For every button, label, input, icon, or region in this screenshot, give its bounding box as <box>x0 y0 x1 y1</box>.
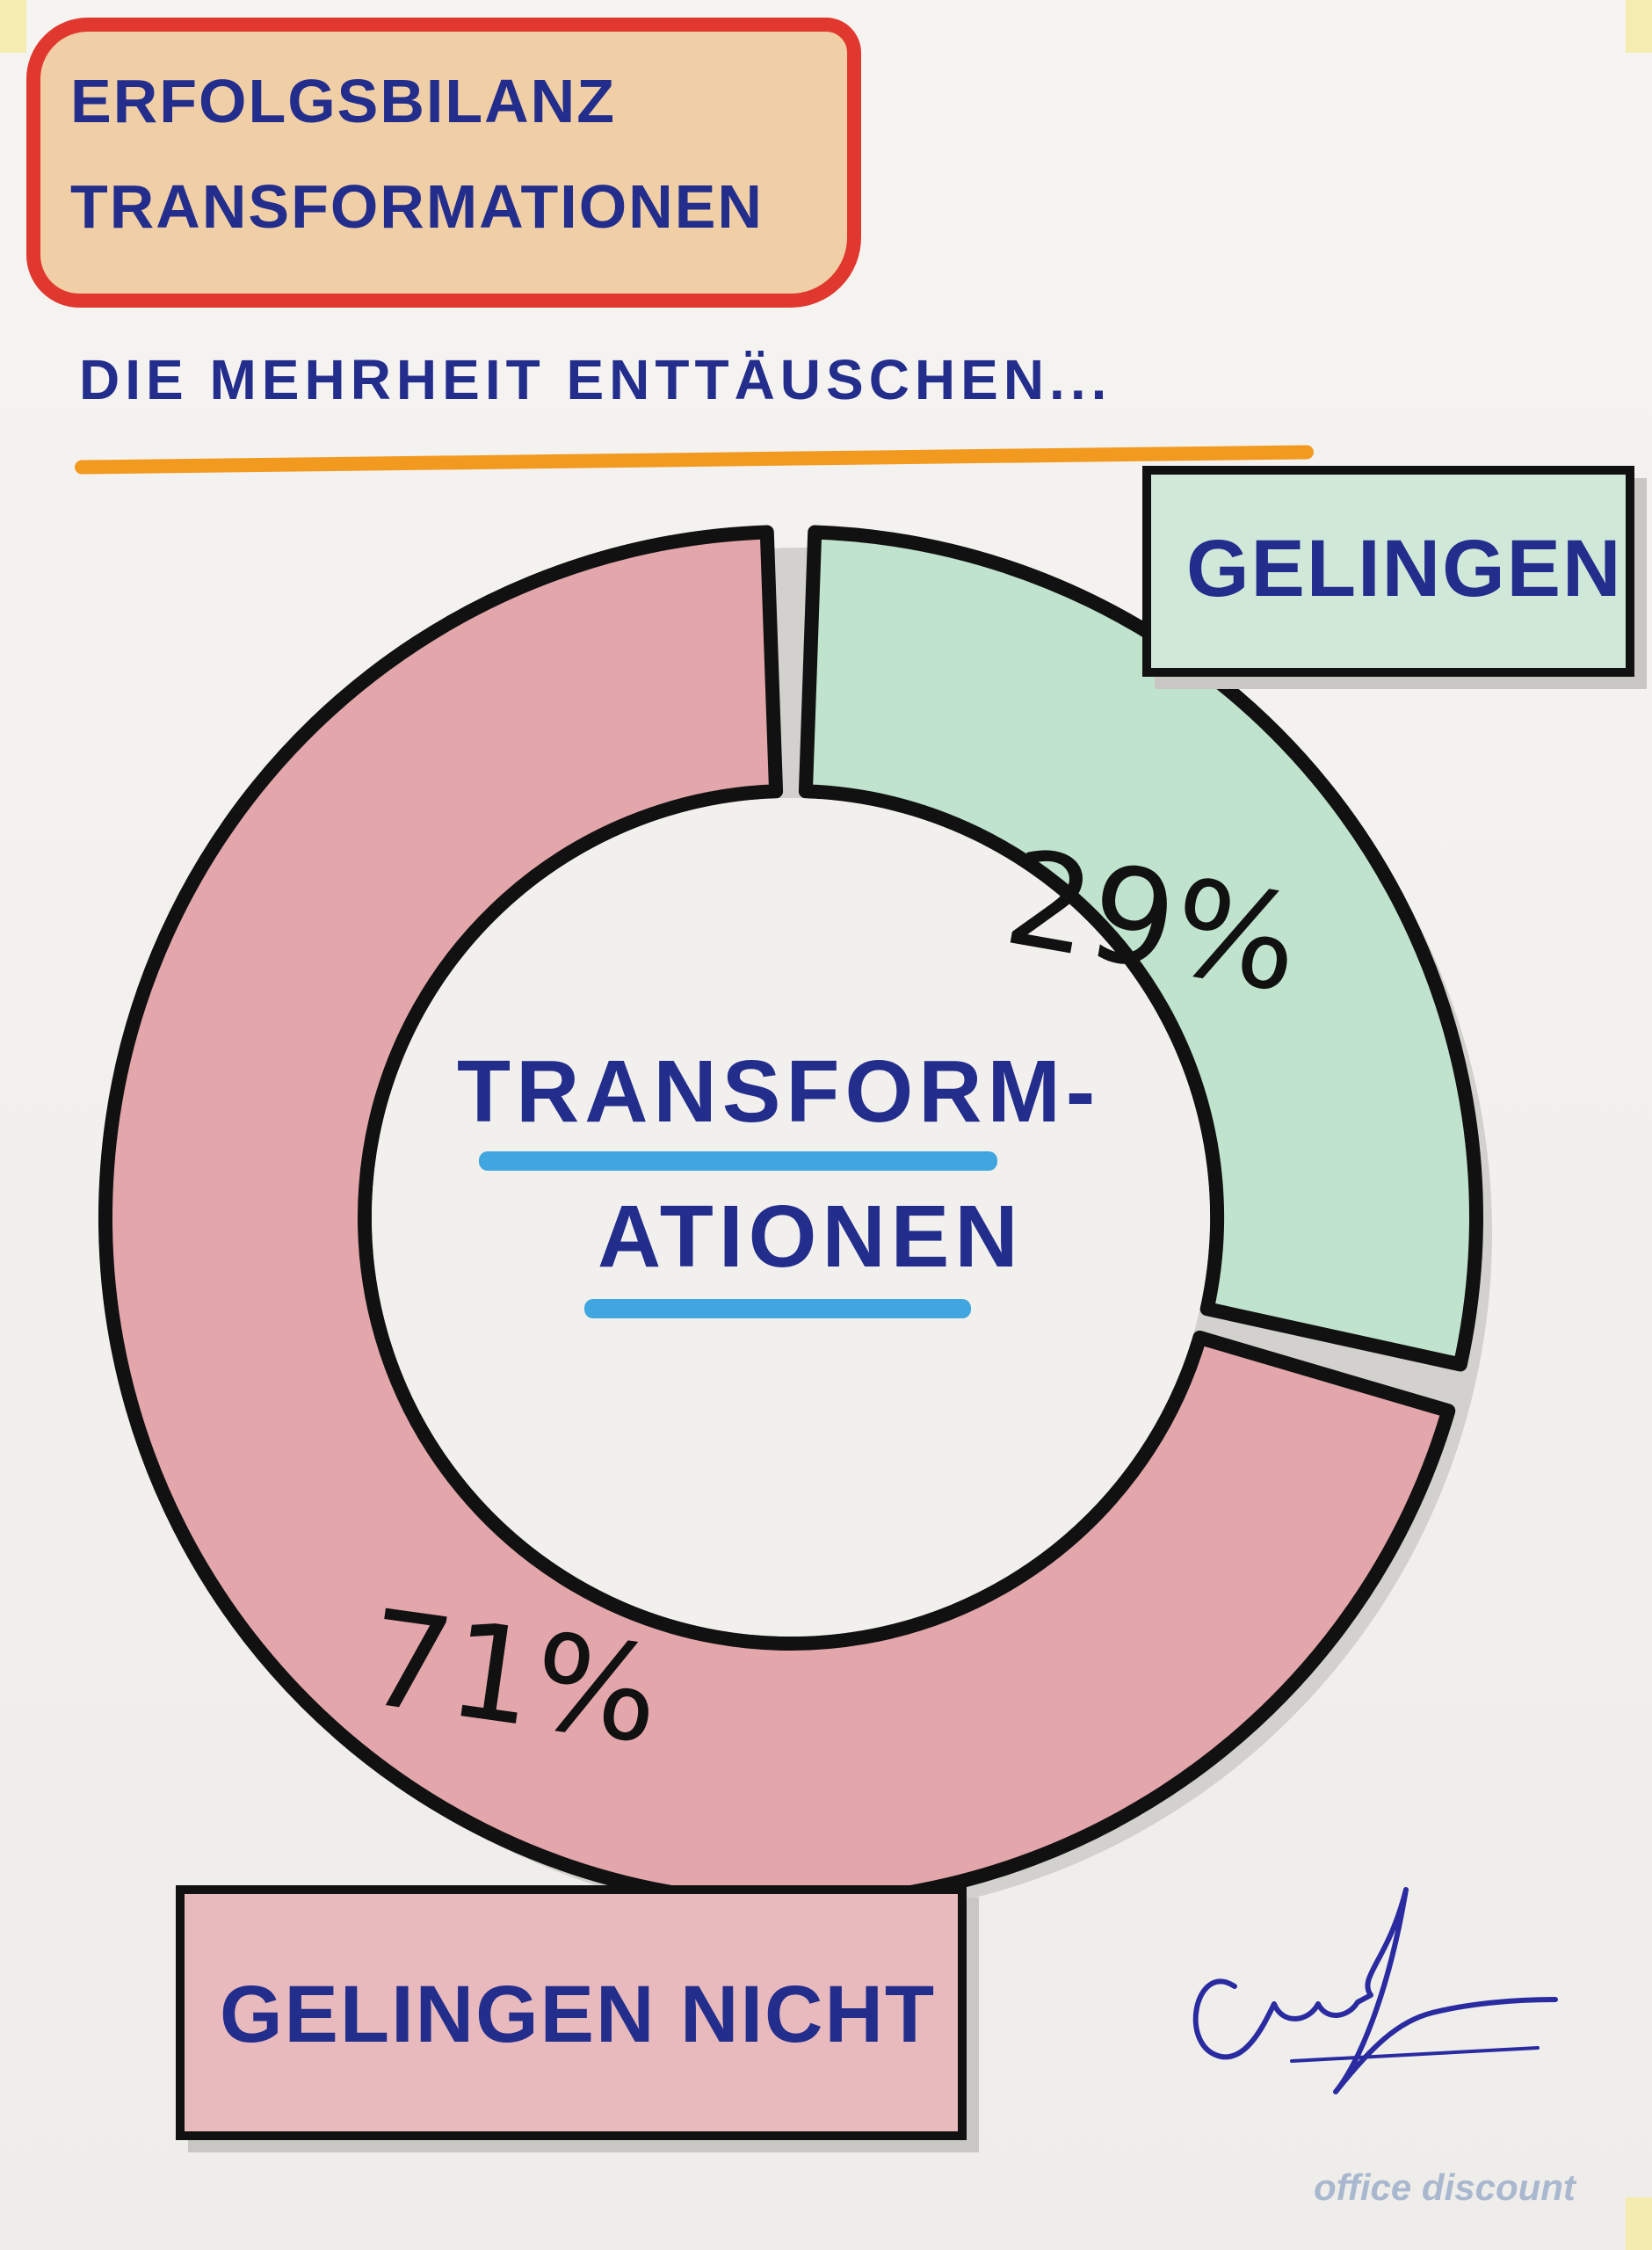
signature <box>1192 1887 1558 2094</box>
title-cloud <box>26 18 861 308</box>
legend-success-label: Gelingen <box>1186 524 1623 613</box>
title-line-1: Erfolgsbilanz <box>70 67 616 135</box>
center-underline-1 <box>479 1151 997 1171</box>
center-label-line-2: ationen <box>598 1187 1024 1286</box>
legend-failure-label: Gelingen nicht <box>220 1970 937 2059</box>
tape-top-right <box>1626 0 1652 53</box>
title-line-2: Transformationen <box>70 172 764 241</box>
center-label-line-1: Transform- <box>457 1042 1101 1141</box>
tape-top-left <box>0 0 26 53</box>
legend-success-box: Gelingen <box>1142 466 1634 677</box>
legend-failure-box: Gelingen nicht <box>176 1885 967 2140</box>
center-underline-2 <box>584 1299 971 1318</box>
tape-bottom-right <box>1626 2197 1652 2250</box>
subtitle: Die Mehrheit enttäuschen... <box>79 348 1112 411</box>
brand-logo: office discount <box>1314 2167 1576 2208</box>
